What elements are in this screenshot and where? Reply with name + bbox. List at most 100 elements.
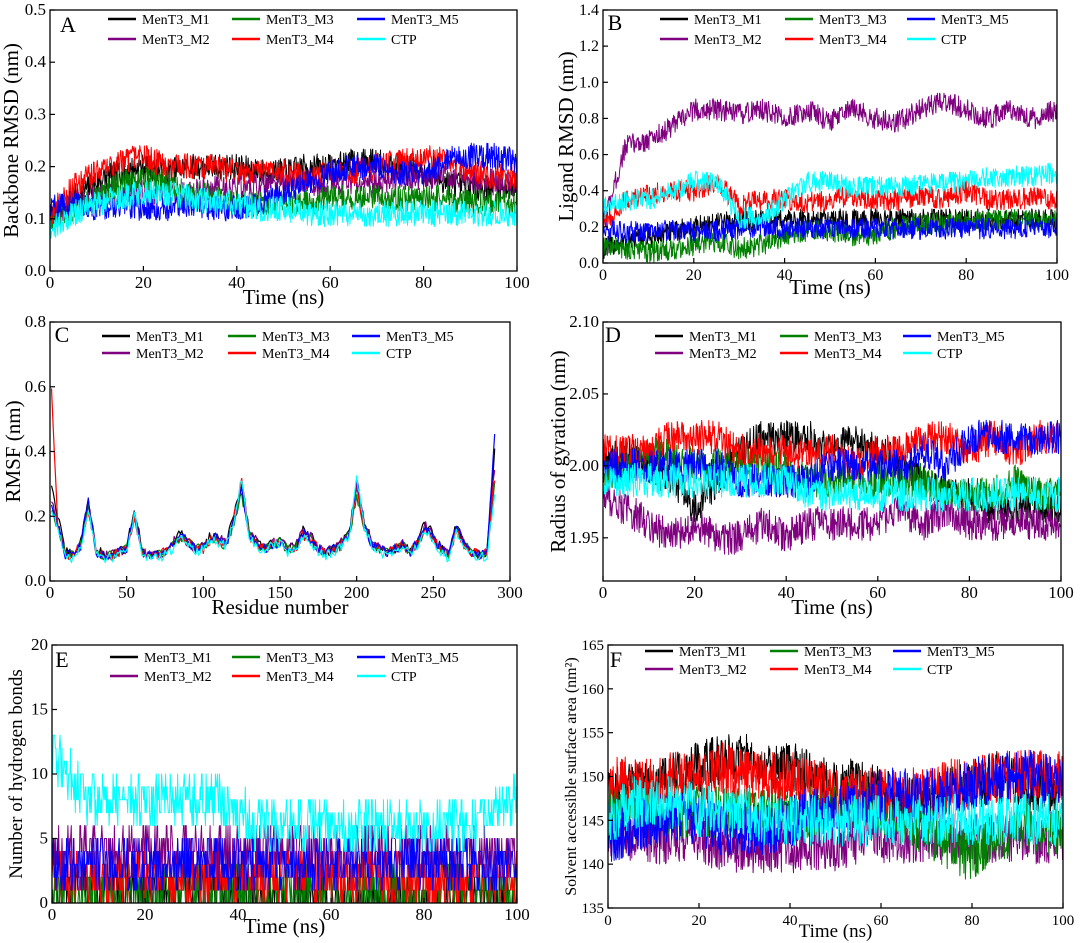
y-axis-label: Backbone RMSD (nm) xyxy=(0,43,23,238)
x-tick-label: 40 xyxy=(783,913,798,929)
legend-label: MenT3_M3 xyxy=(262,330,330,345)
y-tick-label: 15 xyxy=(31,700,48,719)
y-tick-label: 0.0 xyxy=(579,255,599,272)
legend-label: MenT3_M4 xyxy=(266,33,334,48)
y-tick-label: 0.4 xyxy=(25,442,47,461)
x-tick-label: 80 xyxy=(961,583,978,602)
series-group xyxy=(603,92,1057,263)
legend-label: MenT3_M2 xyxy=(689,347,757,362)
series-ment3-m4 xyxy=(50,145,517,224)
x-tick-label: 300 xyxy=(497,583,523,602)
y-tick-label: 0.1 xyxy=(25,209,46,228)
x-tick-label: 150 xyxy=(267,583,293,602)
legend-label: MenT3_M3 xyxy=(804,645,872,660)
x-tick-label: 100 xyxy=(191,583,217,602)
legend: MenT3_M1 MenT3_M3 MenT3_M5 MenT3_M2 MenT3_M4… xyxy=(660,13,1009,48)
series-ctp xyxy=(50,179,517,239)
y-tick-label: 1.95 xyxy=(569,528,599,547)
x-tick-label: 0 xyxy=(48,905,57,924)
legend-label: MenT3_M2 xyxy=(142,33,210,48)
plot-frame xyxy=(602,321,1062,582)
x-tick-label: 80 xyxy=(416,905,433,924)
series-group xyxy=(50,142,517,239)
legend-label: MenT3_M5 xyxy=(391,651,459,666)
y-tick-label: 0.6 xyxy=(25,377,46,396)
legend-label: MenT3_M2 xyxy=(144,670,212,685)
y-tick-label: 145 xyxy=(582,813,605,829)
panel-label: E xyxy=(55,647,68,672)
y-tick-label: 2.00 xyxy=(569,456,599,475)
x-tick-label: 80 xyxy=(958,267,974,284)
legend-label: MenT3_M4 xyxy=(804,663,872,678)
y-tick-label: 0.2 xyxy=(25,157,46,176)
series-ment3-m5 xyxy=(603,215,1057,244)
y-axis-label: RMSF (nm) xyxy=(1,400,25,502)
x-tick-label: 60 xyxy=(322,273,339,292)
y-tick-label: 1.2 xyxy=(579,38,599,55)
x-axis-label: Time (ns) xyxy=(244,914,326,938)
y-tick-label: 150 xyxy=(582,770,605,786)
x-tick-label: 20 xyxy=(137,905,154,924)
legend-label: MenT3_M1 xyxy=(694,13,762,28)
y-axis-label: Ligand RMSD (nm) xyxy=(554,51,578,221)
y-tick-label: 155 xyxy=(582,726,605,742)
x-axis-label: Time (ns) xyxy=(243,285,325,309)
series-ment3-m5 xyxy=(50,433,496,560)
x-tick-label: 40 xyxy=(230,905,247,924)
legend-label: MenT3_M3 xyxy=(266,13,334,28)
y-axis-label: Number of hydrogen bonds xyxy=(6,669,27,879)
y-tick-label: 0.3 xyxy=(25,104,46,123)
panel-e: 0 20 40 60 80 100 0 5 10 15 20 Time (ns) Number of h… xyxy=(6,635,530,938)
x-tick-label: 0 xyxy=(604,913,612,929)
series-ment3-m5 xyxy=(52,838,517,891)
panel-a: 0 20 40 60 80 100 0.0 0.1 0.2 0.3 0.4 0.5 Time (ns) B… xyxy=(0,0,530,309)
series-group xyxy=(52,734,517,903)
y-tick-label: 20 xyxy=(31,635,48,654)
y-tick-label: 0 xyxy=(40,893,49,912)
panel-label: C xyxy=(55,322,70,347)
series-ment3-m2 xyxy=(51,470,496,561)
series-group xyxy=(50,388,496,564)
y-tick-label: 0.0 xyxy=(25,261,46,280)
x-tick-label: 40 xyxy=(777,267,793,284)
legend-label: CTP xyxy=(391,670,417,685)
legend-label: MenT3_M1 xyxy=(136,330,204,345)
x-tick-label: 100 xyxy=(504,273,530,292)
x-tick-label: 250 xyxy=(421,583,447,602)
x-tick-label: 0 xyxy=(46,273,55,292)
x-tick-label: 20 xyxy=(686,267,702,284)
x-axis-label: Time (ns) xyxy=(789,275,871,299)
x-tick-label: 20 xyxy=(135,273,152,292)
legend-label: CTP xyxy=(937,347,963,362)
legend: MenT3_M1 MenT3_M3 MenT3_M5 MenT3_M2 MenT3_M4… xyxy=(645,645,995,678)
x-tick-label: 60 xyxy=(874,913,889,929)
panel-f: 0 20 40 60 80 100 135 140 145 150 155 160 165 Time (n… xyxy=(563,638,1074,942)
series-group xyxy=(608,733,1063,880)
x-tick-label: 200 xyxy=(344,583,370,602)
legend-label: CTP xyxy=(927,663,953,678)
x-tick-label: 100 xyxy=(1052,913,1075,929)
series-ctp xyxy=(603,162,1057,229)
legend-label: CTP xyxy=(941,33,967,48)
legend-label: MenT3_M3 xyxy=(819,13,887,28)
panel-label: B xyxy=(608,10,623,35)
legend-label: MenT3_M2 xyxy=(694,33,762,48)
series-ctp xyxy=(608,776,1063,848)
series-ment3-m5 xyxy=(608,749,1063,862)
panel-b: 0 20 40 60 80 100 0.0 0.2 0.4 0.6 0.8 1.0 1.2 1.4 Time… xyxy=(554,2,1069,299)
series-ctp xyxy=(50,475,496,564)
y-tick-label: 0.2 xyxy=(579,219,599,236)
legend-label: MenT3_M1 xyxy=(679,645,747,660)
y-tick-label: 5 xyxy=(40,829,49,848)
legend-label: MenT3_M5 xyxy=(937,330,1005,345)
y-tick-label: 0.8 xyxy=(579,110,599,127)
legend-label: MenT3_M2 xyxy=(136,347,204,362)
x-tick-label: 40 xyxy=(228,273,245,292)
x-tick-label: 0 xyxy=(599,267,607,284)
y-tick-label: 10 xyxy=(31,764,48,783)
y-tick-label: 0.4 xyxy=(25,52,47,71)
legend-label: MenT3_M3 xyxy=(266,651,334,666)
series-group xyxy=(603,419,1061,555)
legend-label: MenT3_M1 xyxy=(689,330,757,345)
